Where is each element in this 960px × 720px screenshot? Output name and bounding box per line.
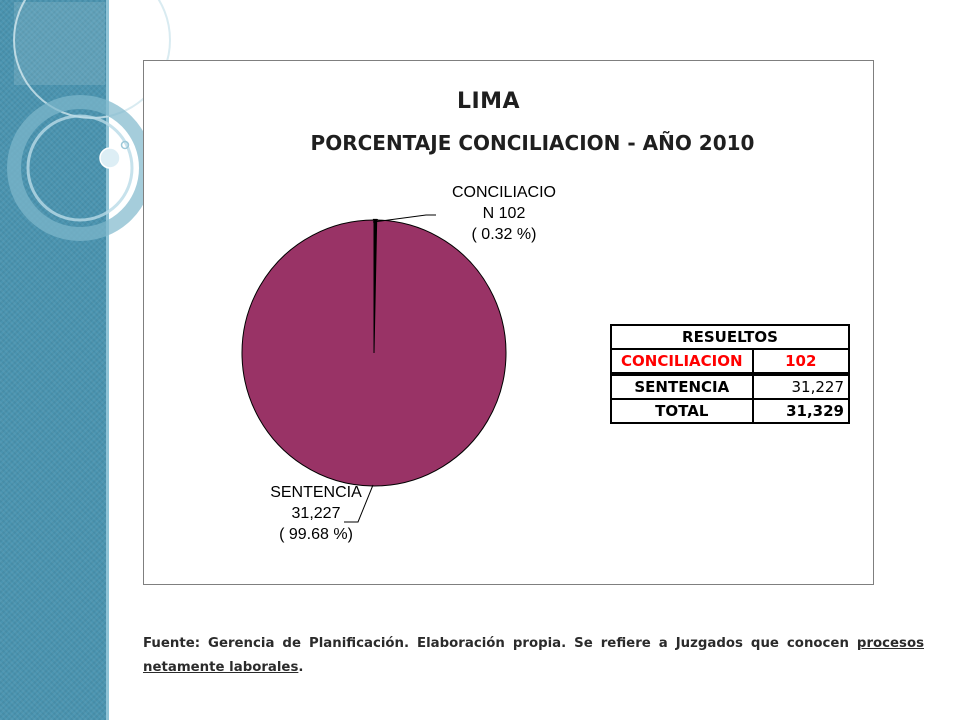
table-row: CONCILIACION 102	[610, 348, 851, 375]
source-text: Fuente: Gerencia de Planificación. Elabo…	[143, 636, 849, 651]
sidebar-edge	[106, 0, 109, 720]
deco-panel	[14, 2, 105, 85]
source-link-text: procesos netamente laborales	[143, 636, 924, 675]
table-row: TOTAL 31,329	[610, 398, 851, 424]
table-header-row: RESUELTOS	[610, 324, 850, 350]
slice-label-sentencia-line2: 31,227	[291, 505, 341, 522]
table-cell-label: SENTENCIA	[610, 372, 754, 400]
leader-line-sentencia	[344, 484, 374, 523]
slice-label-conciliacion-line3: ( 0.32 %)	[471, 226, 537, 243]
pie-slice-sentencia	[241, 219, 507, 487]
slice-label-sentencia-line1: SENTENCIA	[270, 484, 362, 501]
deco-ring-thick	[7, 95, 153, 241]
leader-line-conciliacion	[372, 214, 436, 223]
deco-ring-inner	[26, 114, 134, 222]
table-cell-value: 31,329	[751, 398, 851, 424]
table-row: SENTENCIA 31,227	[610, 372, 851, 400]
sidebar-band	[0, 0, 106, 720]
source-trailing: .	[298, 660, 304, 675]
slice-label-conciliacion-line2: N 102	[482, 205, 526, 222]
chart-subtitle: PORCENTAJE CONCILIACION - AÑO 2010	[310, 131, 755, 155]
source-note: Fuente: Gerencia de Planificación. Elabo…	[143, 632, 924, 680]
slice-label-conciliacion: CONCILIACIO N 102 ( 0.32 %)	[414, 182, 594, 245]
table-cell-label: CONCILIACION	[610, 348, 754, 375]
results-table: RESUELTOS CONCILIACION 102 SENTENCIA 31,…	[610, 324, 851, 424]
slice-label-conciliacion-line1: CONCILIACIO	[451, 184, 556, 201]
chart-title: LIMA	[456, 89, 521, 114]
slice-label-sentencia: SENTENCIA 31,227 ( 99.68 %)	[226, 482, 406, 545]
pie-chart	[241, 214, 507, 523]
chart-area: LIMA PORCENTAJE CONCILIACION - AÑO 2010 …	[143, 60, 874, 585]
table-cell-label: TOTAL	[610, 398, 754, 424]
table-cell-value: 31,227	[751, 372, 851, 400]
table-cell-value: 102	[751, 348, 851, 375]
table-header: RESUELTOS	[610, 324, 850, 350]
deco-dot-small	[120, 140, 130, 150]
deco-dot	[99, 147, 121, 169]
slice-label-sentencia-line3: ( 99.68 %)	[279, 526, 353, 543]
